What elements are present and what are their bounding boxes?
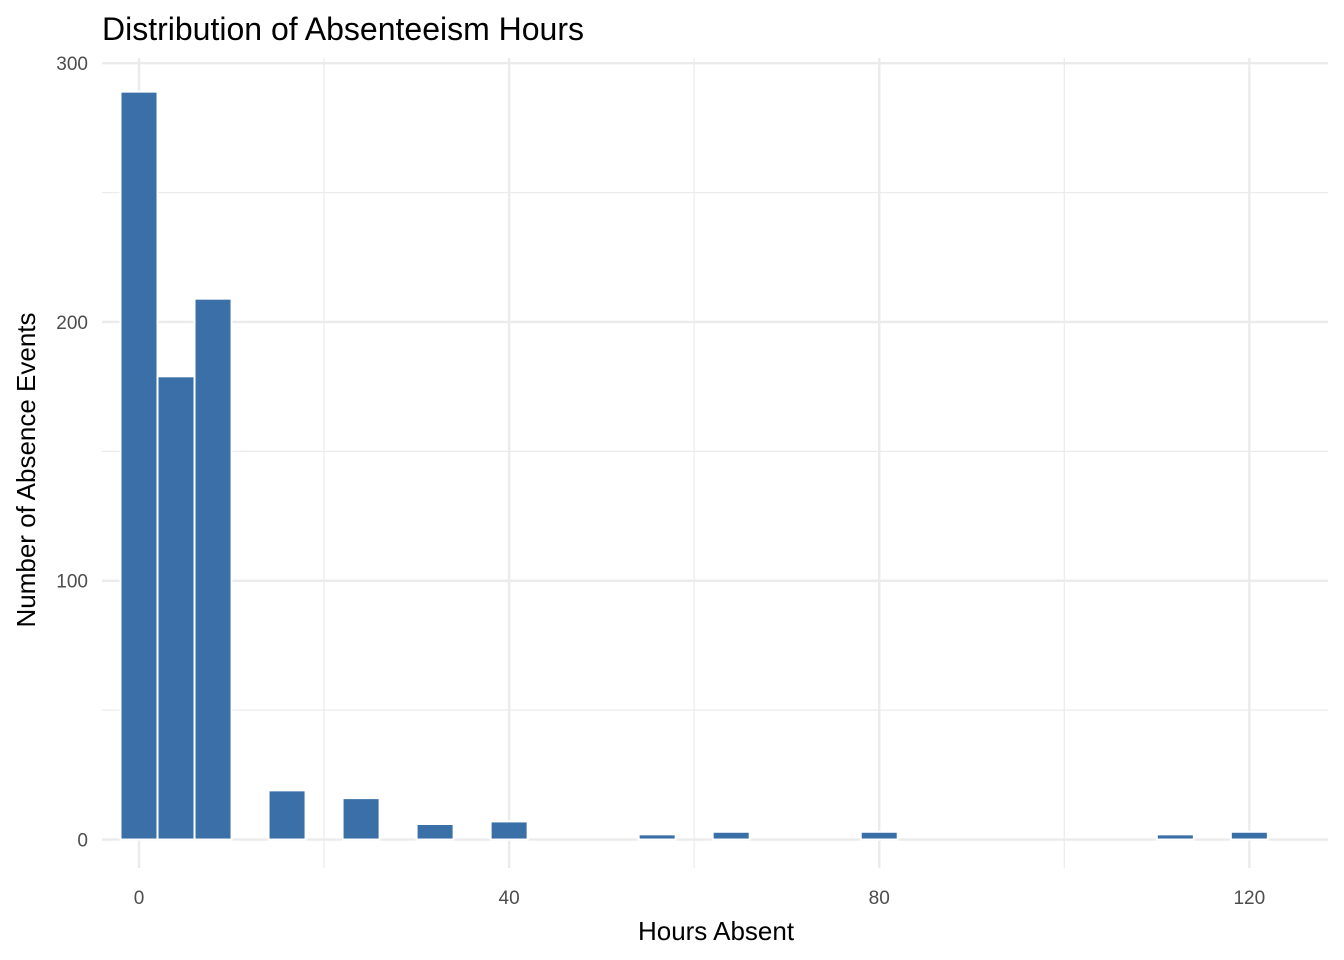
histogram-bar	[415, 823, 455, 841]
histogram-bar	[341, 797, 381, 841]
y-tick-label: 100	[56, 572, 88, 593]
histogram-bar	[119, 90, 159, 841]
histogram-bar	[156, 375, 196, 841]
histogram-bar	[637, 833, 677, 841]
minor-gridlines	[102, 58, 1328, 868]
major-gridlines	[102, 58, 1328, 868]
y-tick-label: 300	[56, 54, 88, 75]
x-tick-label: 120	[1233, 888, 1265, 909]
histogram-bar	[489, 820, 529, 841]
y-axis-ticks: 0 100 200 300	[56, 54, 88, 851]
x-axis-ticks: 0 40 80 120	[134, 888, 1265, 909]
histogram-bar	[1155, 833, 1195, 841]
y-tick-label: 0	[77, 831, 88, 852]
histogram-bar	[1229, 830, 1269, 841]
x-tick-label: 0	[134, 888, 145, 909]
x-tick-label: 40	[499, 888, 520, 909]
histogram-bar	[711, 830, 751, 841]
bars	[119, 90, 1269, 841]
x-tick-label: 80	[869, 888, 890, 909]
histogram-bar	[267, 789, 307, 841]
histogram-bar	[193, 297, 233, 841]
y-tick-label: 200	[56, 313, 88, 334]
y-axis-title: Number of Absence Events	[11, 312, 41, 627]
x-axis-title: Hours Absent	[638, 916, 795, 946]
chart-title: Distribution of Absenteeism Hours	[102, 11, 584, 47]
histogram-bar	[859, 830, 899, 841]
